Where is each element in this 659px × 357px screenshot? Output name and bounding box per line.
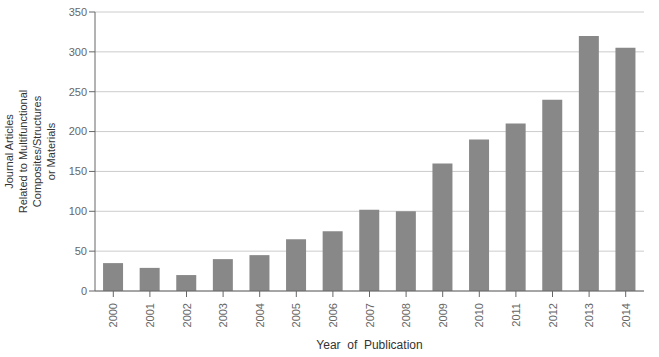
svg-text:Year of Publication: Year of Publication [316,338,422,352]
svg-text:2014: 2014 [620,303,632,327]
svg-text:2013: 2013 [583,303,595,327]
svg-text:2010: 2010 [473,303,485,327]
svg-text:2006: 2006 [327,303,339,327]
svg-text:300: 300 [69,46,87,58]
svg-text:2004: 2004 [254,303,266,327]
svg-text:350: 350 [69,6,87,18]
svg-text:2002: 2002 [181,303,193,327]
svg-text:2007: 2007 [364,303,376,327]
svg-text:2008: 2008 [400,303,412,327]
svg-text:100: 100 [69,205,87,217]
svg-text:2003: 2003 [217,303,229,327]
svg-text:0: 0 [81,285,87,297]
svg-text:2001: 2001 [144,303,156,327]
svg-text:2005: 2005 [290,303,302,327]
svg-text:150: 150 [69,165,87,177]
svg-text:2012: 2012 [547,303,559,327]
svg-text:250: 250 [69,86,87,98]
svg-text:50: 50 [75,245,87,257]
svg-text:2000: 2000 [107,303,119,327]
svg-text:2009: 2009 [437,303,449,327]
svg-text:2011: 2011 [510,303,522,327]
svg-text:200: 200 [69,125,87,137]
svg-text:Journal ArticlesRelated to Mul: Journal ArticlesRelated to Multifunction… [8,90,57,214]
